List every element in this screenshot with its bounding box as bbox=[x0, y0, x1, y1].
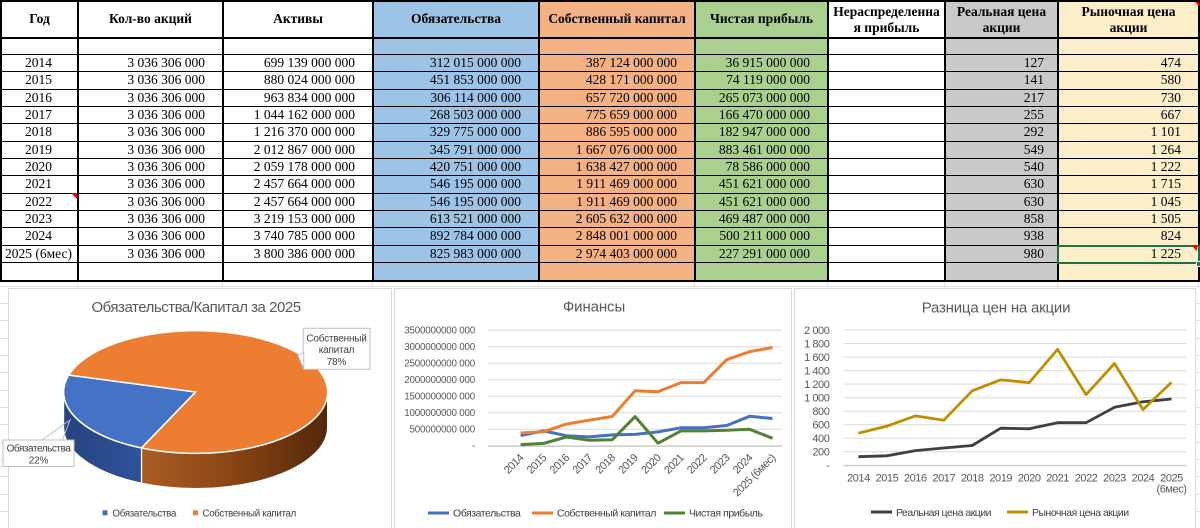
svg-text:Обязательства/Капитал за 2025: Обязательства/Капитал за 2025 bbox=[91, 299, 300, 316]
svg-text:Рыночная цена акции: Рыночная цена акции bbox=[1032, 507, 1129, 519]
svg-text:2018: 2018 bbox=[961, 473, 984, 485]
svg-text:Собственный капитал: Собственный капитал bbox=[203, 509, 296, 520]
svg-text:Обязательства: Обязательства bbox=[7, 442, 72, 454]
svg-text:Разница цен на акции: Разница цен на акции bbox=[922, 300, 1071, 317]
svg-text:2016: 2016 bbox=[904, 473, 927, 485]
svg-text:2500000000 000: 2500000000 000 bbox=[404, 358, 476, 369]
svg-text:2 000: 2 000 bbox=[804, 325, 830, 337]
svg-text:3500000000 000: 3500000000 000 bbox=[404, 325, 476, 336]
svg-text:1 000: 1 000 bbox=[804, 393, 830, 405]
svg-text:2017: 2017 bbox=[932, 473, 955, 485]
svg-text:Чистая прибыль: Чистая прибыль bbox=[689, 508, 763, 520]
svg-text:1 400: 1 400 bbox=[804, 365, 830, 377]
svg-text:Обязательства: Обязательства bbox=[453, 508, 521, 520]
svg-text:3000000000 000: 3000000000 000 bbox=[404, 342, 476, 353]
svg-text:2025: 2025 bbox=[1160, 473, 1183, 485]
svg-text:2015: 2015 bbox=[876, 473, 899, 485]
svg-text:22%: 22% bbox=[29, 455, 49, 466]
svg-text:600: 600 bbox=[812, 420, 829, 432]
svg-text:500000000 000: 500000000 000 bbox=[409, 425, 475, 436]
svg-text:2024: 2024 bbox=[1132, 473, 1155, 485]
svg-text:78%: 78% bbox=[327, 357, 347, 368]
svg-text:400: 400 bbox=[812, 433, 829, 445]
svg-text:2020: 2020 bbox=[1018, 473, 1041, 485]
svg-text:2022: 2022 bbox=[1075, 473, 1098, 485]
svg-text:-: - bbox=[826, 460, 830, 472]
svg-text:Обязательства: Обязательства bbox=[113, 509, 178, 520]
svg-text:2019: 2019 bbox=[989, 473, 1012, 485]
svg-text:2023: 2023 bbox=[1103, 473, 1126, 485]
svg-text:Реальная цена акции: Реальная цена акции bbox=[896, 507, 992, 519]
svg-text:2000000000 000: 2000000000 000 bbox=[404, 375, 476, 386]
svg-text:1 200: 1 200 bbox=[804, 379, 830, 391]
svg-text:Собственный капитал: Собственный капитал bbox=[557, 508, 656, 520]
svg-text:Финансы: Финансы bbox=[563, 299, 625, 316]
svg-text:1500000000 000: 1500000000 000 bbox=[404, 391, 476, 402]
svg-text:1000000000 000: 1000000000 000 bbox=[404, 408, 476, 419]
svg-text:800: 800 bbox=[812, 406, 829, 418]
svg-text:Собственный: Собственный bbox=[306, 333, 366, 345]
svg-text:200: 200 bbox=[812, 447, 829, 459]
svg-text:-: - bbox=[472, 441, 475, 452]
svg-text:(6мес): (6мес) bbox=[1157, 484, 1187, 496]
svg-text:1 600: 1 600 bbox=[804, 352, 830, 364]
svg-text:1 800: 1 800 bbox=[804, 338, 830, 350]
svg-text:2021: 2021 bbox=[1046, 473, 1069, 485]
svg-text:капитал: капитал bbox=[319, 345, 355, 356]
svg-text:2014: 2014 bbox=[847, 473, 870, 485]
